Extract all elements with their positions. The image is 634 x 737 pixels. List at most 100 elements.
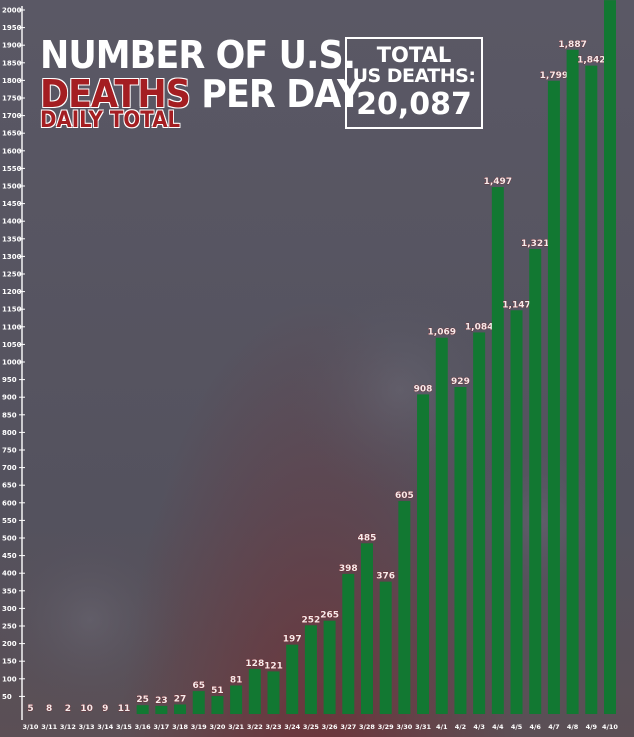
bar-value-label: 1,497 bbox=[484, 177, 512, 187]
x-tick-label: 4/4 bbox=[492, 723, 504, 731]
bar-value-label: 376 bbox=[376, 572, 395, 582]
x-tick-label: 3/31 bbox=[415, 723, 431, 731]
y-axis: 50 100 150 200 250 300 350 400 450 500 550 600 650 70… bbox=[2, 6, 25, 720]
bar-3-23 bbox=[267, 671, 280, 714]
bar-value-label: 1,321 bbox=[521, 239, 549, 249]
bar-3-20 bbox=[211, 696, 224, 714]
x-tick-label: 3/23 bbox=[266, 723, 282, 731]
x-tick-label: 3/22 bbox=[247, 723, 263, 731]
bar-value-label: 252 bbox=[302, 615, 321, 625]
y-tick-label: 300 bbox=[2, 605, 17, 613]
y-tick-label: 1900 bbox=[2, 42, 22, 50]
y-tick-label: 1100 bbox=[2, 323, 22, 331]
x-tick-label: 4/7 bbox=[548, 723, 559, 731]
bar-value-label: 1,799 bbox=[540, 71, 568, 81]
bar-value-label: 908 bbox=[414, 384, 433, 394]
y-tick-label: 500 bbox=[2, 535, 17, 543]
y-tick-label: 2000 bbox=[2, 7, 22, 15]
bar-value-label: 1,084 bbox=[465, 322, 493, 332]
bar-value-label: 11 bbox=[118, 704, 131, 714]
bar-value-label: 65 bbox=[192, 681, 205, 691]
bar-value-label: 929 bbox=[451, 377, 470, 387]
x-tick-label: 3/18 bbox=[172, 723, 188, 731]
y-tick-label: 750 bbox=[2, 447, 17, 455]
bar-value-label: 27 bbox=[174, 694, 187, 704]
x-tick-label: 3/13 bbox=[79, 723, 95, 731]
y-tick-label: 1200 bbox=[2, 288, 22, 296]
chart-title-line2: DEATHS PER DAY bbox=[40, 72, 362, 116]
bar-3-18 bbox=[174, 704, 187, 714]
bar-value-label: 485 bbox=[358, 533, 377, 543]
x-tick-label: 4/6 bbox=[530, 723, 542, 731]
x-tick-label: 3/24 bbox=[284, 723, 300, 731]
bar-3-29 bbox=[379, 581, 392, 714]
y-tick-label: 1750 bbox=[2, 95, 22, 103]
x-tick-label: 3/25 bbox=[303, 723, 319, 731]
y-tick-label: 1450 bbox=[2, 200, 22, 208]
bar-value-label: 265 bbox=[320, 611, 339, 621]
title-deaths-word: DEATHS bbox=[40, 72, 191, 116]
x-tick-label: 3/27 bbox=[340, 723, 356, 731]
bar-3-22 bbox=[248, 668, 261, 714]
bar-4-4 bbox=[491, 187, 504, 714]
y-tick-label: 1000 bbox=[2, 359, 22, 367]
bar-3-19 bbox=[192, 691, 205, 714]
total-label-line2: US DEATHS: bbox=[352, 65, 476, 87]
y-tick-label: 200 bbox=[2, 640, 17, 648]
bar-value-label: 1,069 bbox=[428, 328, 456, 338]
y-tick-label: 1300 bbox=[2, 253, 22, 261]
chart-subtitle: DAILY TOTAL bbox=[40, 108, 181, 133]
y-tick-label: 650 bbox=[2, 482, 17, 490]
y-tick-label: 350 bbox=[2, 587, 17, 595]
x-tick-label: 3/10 bbox=[23, 723, 39, 731]
bar-4-8 bbox=[566, 49, 579, 714]
y-tick-label: 150 bbox=[2, 658, 17, 666]
bar-4-3 bbox=[473, 332, 486, 714]
y-tick-label: 1550 bbox=[2, 165, 22, 173]
y-tick-label: 900 bbox=[2, 394, 17, 402]
total-deaths-value: 20,087 bbox=[356, 87, 472, 122]
x-tick-label: 4/10 bbox=[602, 723, 618, 731]
bar-4-9 bbox=[585, 65, 598, 715]
bar-value-label: 23 bbox=[155, 696, 168, 706]
y-tick-label: 1250 bbox=[2, 271, 22, 279]
bar-3-30 bbox=[398, 501, 411, 714]
y-tick-label: 1850 bbox=[2, 59, 22, 67]
x-tick-label: 3/17 bbox=[153, 723, 169, 731]
bar-value-label: 81 bbox=[230, 675, 243, 685]
y-tick-label: 1700 bbox=[2, 112, 22, 120]
y-tick-label: 550 bbox=[2, 517, 17, 525]
x-tick-label: 3/14 bbox=[97, 723, 113, 731]
y-tick-label: 100 bbox=[2, 675, 17, 683]
bar-4-2 bbox=[454, 386, 467, 714]
x-tick-label: 4/2 bbox=[455, 723, 466, 731]
y-tick-label: 450 bbox=[2, 552, 17, 560]
bar-value-label: 2 bbox=[65, 704, 71, 714]
bar-value-label: 8 bbox=[46, 704, 52, 714]
x-tick-label: 3/29 bbox=[378, 723, 394, 731]
bar-value-label: 9 bbox=[102, 704, 108, 714]
bar-3-27 bbox=[342, 573, 355, 714]
title-per-day: PER DAY bbox=[201, 72, 362, 116]
y-tick-label: 400 bbox=[2, 570, 17, 578]
y-tick-label: 250 bbox=[2, 623, 17, 631]
x-tick-label: 4/9 bbox=[586, 723, 598, 731]
bar-value-label: 197 bbox=[283, 635, 302, 645]
bar-value-label: 1,147 bbox=[502, 300, 530, 310]
bar-value-label: 605 bbox=[395, 491, 414, 501]
x-tick-label: 3/15 bbox=[116, 723, 132, 731]
bar-3-24 bbox=[286, 644, 299, 714]
bar-value-label: 10 bbox=[80, 704, 93, 714]
bar-4-1 bbox=[435, 337, 448, 714]
bar-value-label: 121 bbox=[264, 661, 283, 671]
bar-3-16 bbox=[136, 705, 149, 714]
y-tick-label: 1150 bbox=[2, 306, 22, 314]
y-tick-label: 1600 bbox=[2, 147, 22, 155]
x-tick-label: 3/20 bbox=[209, 723, 225, 731]
x-tick-label: 4/5 bbox=[511, 723, 523, 731]
x-tick-label: 3/26 bbox=[322, 723, 338, 731]
bar-3-31 bbox=[417, 394, 430, 714]
